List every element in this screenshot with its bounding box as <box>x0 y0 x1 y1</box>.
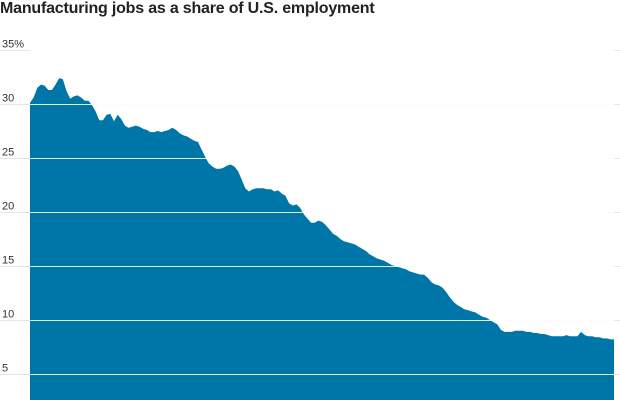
y-tick-label-10: 10 <box>2 309 14 321</box>
y-tick-label-35: 35% <box>2 39 24 51</box>
y-axis-tick-labels: 35% 30 25 20 15 10 5 <box>2 39 24 375</box>
y-tick-label-5: 5 <box>2 363 8 375</box>
gridlines-over-area <box>30 50 614 375</box>
y-tick-label-20: 20 <box>2 201 14 213</box>
y-tick-label-25: 25 <box>2 147 14 159</box>
y-tick-label-30: 30 <box>2 93 14 105</box>
manufacturing-share-area <box>30 78 614 400</box>
chart-title: Manufacturing jobs as a share of U.S. em… <box>0 0 375 17</box>
y-tick-label-15: 15 <box>2 255 14 267</box>
